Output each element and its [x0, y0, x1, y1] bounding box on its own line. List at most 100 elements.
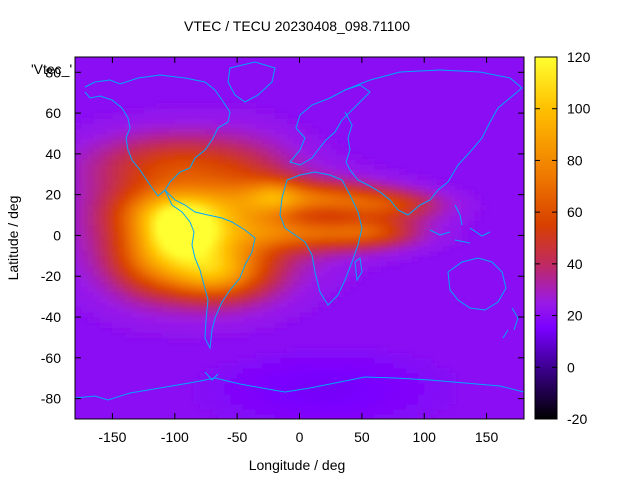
- heatmap-cell: [324, 347, 332, 354]
- heatmap-cell: [405, 245, 413, 252]
- heatmap-cell: [218, 403, 226, 410]
- heatmap-cell: [224, 408, 232, 415]
- heatmap-cell: [324, 189, 332, 196]
- heatmap-cell: [106, 128, 114, 135]
- heatmap-cell: [467, 204, 475, 211]
- heatmap-cell: [361, 383, 369, 390]
- heatmap-cell: [268, 118, 276, 124]
- heatmap-cell: [368, 169, 375, 175]
- continent-outlines: [75, 61, 524, 401]
- heatmap-cell: [467, 220, 475, 226]
- heatmap-cell: [280, 235, 288, 242]
- heatmap-cell: [230, 368, 238, 374]
- heatmap-cell: [336, 245, 344, 252]
- heatmap-cell: [368, 209, 375, 216]
- heatmap-cell: [162, 215, 170, 221]
- heatmap-cell: [218, 235, 226, 242]
- heatmap-cell: [361, 250, 369, 257]
- heatmap-cell: [149, 317, 157, 323]
- heatmap-cell: [324, 158, 332, 165]
- heatmap-cell: [268, 311, 276, 318]
- heatmap-cell: [293, 220, 301, 226]
- heatmap-cell: [249, 209, 257, 216]
- heatmap-cell: [311, 148, 319, 155]
- heatmap-cell: [268, 383, 276, 390]
- heatmap-cell: [193, 174, 201, 180]
- heatmap-cell: [137, 174, 145, 180]
- heatmap-cell: [455, 240, 463, 247]
- heatmap-cell: [268, 123, 276, 129]
- heatmap-cell: [230, 189, 238, 196]
- heatmap-cell: [262, 255, 269, 262]
- heatmap-cell: [430, 189, 438, 196]
- x-tick-label: -50: [227, 429, 247, 445]
- heatmap-cell: [274, 368, 282, 374]
- south-america-outline: [164, 189, 256, 350]
- heatmap-cell: [268, 158, 276, 165]
- heatmap-cell: [311, 230, 319, 237]
- heatmap-cell: [199, 199, 207, 206]
- heatmap-cell: [75, 194, 82, 201]
- heatmap-cell: [449, 209, 457, 216]
- heatmap-cell: [380, 189, 388, 196]
- heatmap-cell: [174, 337, 182, 344]
- heatmap-cell: [386, 215, 394, 221]
- heatmap-cell: [243, 317, 251, 323]
- heatmap-cell: [280, 199, 288, 206]
- heatmap-cell: [336, 271, 344, 277]
- heatmap-cell: [99, 235, 107, 242]
- heatmap-cell: [106, 174, 114, 180]
- heatmap-cell: [174, 158, 182, 165]
- heatmap-cell: [99, 301, 107, 308]
- heatmap-cell: [293, 286, 301, 293]
- heatmap-cell: [299, 209, 307, 216]
- heatmap-cell: [137, 123, 145, 129]
- heatmap-cell: [106, 276, 114, 282]
- heatmap-cell: [106, 301, 114, 308]
- heatmap-cell: [311, 250, 319, 257]
- heatmap-cell: [212, 225, 220, 231]
- heatmap-cell: [118, 164, 126, 170]
- heatmap-cell: [212, 306, 220, 313]
- heatmap-cell: [268, 378, 276, 384]
- heatmap-cell: [386, 225, 394, 231]
- heatmap-cell: [87, 276, 95, 282]
- heatmap-cell: [436, 204, 444, 211]
- heatmap-cell: [255, 260, 263, 267]
- heatmap-cell: [299, 179, 307, 186]
- heatmap-cell: [411, 413, 419, 419]
- heatmap-cell: [455, 220, 463, 226]
- heatmap-cell: [430, 393, 438, 400]
- heatmap-cell: [143, 113, 151, 119]
- heatmap-cell: [343, 184, 350, 191]
- heatmap-cell: [199, 255, 207, 262]
- heatmap-cell: [249, 276, 257, 282]
- heatmap-cell: [268, 209, 276, 216]
- heatmap-cell: [374, 174, 382, 180]
- heatmap-cell: [193, 271, 201, 277]
- heatmap-cell: [318, 250, 326, 257]
- heatmap-cell: [355, 250, 363, 257]
- heatmap-cell: [368, 235, 375, 242]
- heatmap-cell: [243, 327, 251, 333]
- heatmap-cell: [174, 174, 182, 180]
- heatmap-cell: [187, 209, 195, 216]
- heatmap-cell: [274, 189, 282, 196]
- heatmap-cell: [156, 220, 163, 226]
- heatmap-cell: [174, 143, 182, 150]
- heatmap-cell: [311, 393, 319, 400]
- heatmap-cell: [187, 327, 195, 333]
- heatmap-cell: [449, 204, 457, 211]
- heatmap-cell: [131, 266, 138, 272]
- heatmap-cell: [187, 194, 195, 201]
- heatmap-cell: [187, 215, 195, 221]
- heatmap-cell: [212, 408, 220, 415]
- heatmap-cell: [336, 393, 344, 400]
- heatmap-cell: [156, 291, 163, 298]
- heatmap-cell: [299, 266, 307, 272]
- heatmap-cell: [237, 296, 244, 303]
- heatmap-cell: [442, 245, 450, 252]
- heatmap-cell: [199, 311, 207, 318]
- heatmap-cell: [274, 250, 282, 257]
- heatmap-cell: [187, 281, 195, 288]
